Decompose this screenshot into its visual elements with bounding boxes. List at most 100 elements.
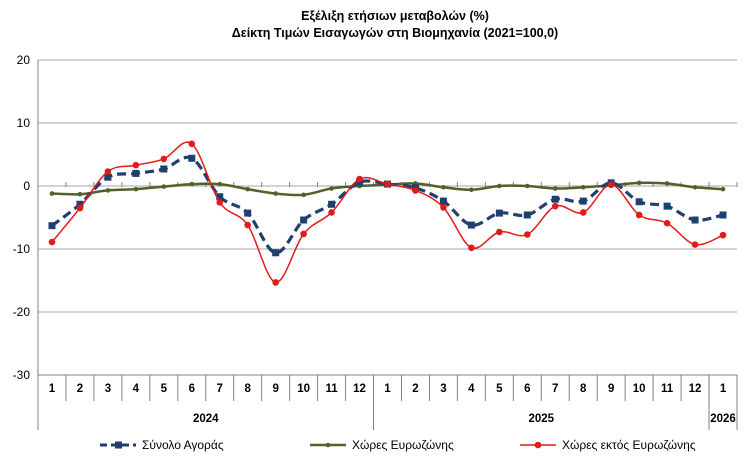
data-point (76, 200, 84, 208)
data-point (300, 230, 307, 238)
x-tick-label: 4 (133, 383, 140, 395)
data-point (663, 202, 671, 210)
data-point (329, 186, 334, 191)
data-point (692, 184, 698, 190)
legend-marker (534, 441, 542, 449)
x-tick-label: 7 (552, 383, 558, 395)
y-tick-label: -10 (13, 242, 31, 256)
data-point (244, 221, 251, 229)
year-label: 2026 (710, 413, 736, 425)
data-point (216, 193, 224, 201)
data-point (719, 211, 727, 219)
x-tick-label: 8 (580, 383, 587, 395)
data-point (607, 181, 615, 189)
data-point (48, 222, 56, 230)
data-point (635, 211, 643, 219)
data-point (188, 154, 196, 162)
x-tick-label: 2 (412, 383, 418, 395)
data-point (636, 180, 642, 186)
data-point (719, 231, 727, 239)
data-point (579, 197, 587, 205)
data-point (76, 204, 84, 212)
data-point (328, 200, 336, 208)
data-point (439, 197, 447, 205)
year-label: 2025 (528, 413, 554, 425)
data-point (161, 184, 167, 189)
legend-marker (325, 442, 331, 448)
data-point (328, 209, 335, 216)
x-tick-label: 11 (661, 383, 674, 395)
x-tick-label: 9 (272, 383, 278, 395)
x-tick-label: 6 (189, 383, 195, 395)
data-point (580, 184, 586, 190)
data-point (160, 155, 168, 163)
data-point (412, 187, 419, 194)
data-point (551, 195, 559, 203)
x-tick-label: 2 (77, 383, 83, 395)
x-tick-label: 10 (633, 383, 646, 395)
data-point (49, 191, 55, 196)
x-tick-label: 3 (440, 383, 446, 395)
x-tick-label: 4 (468, 383, 475, 395)
data-point (495, 209, 503, 217)
legend-marker (115, 441, 122, 449)
data-point (133, 186, 139, 192)
data-point (496, 228, 503, 236)
data-point (273, 191, 278, 196)
data-point (524, 231, 531, 238)
x-tick-label: 3 (105, 383, 111, 395)
data-point (663, 219, 671, 227)
x-tick-label: 7 (217, 383, 223, 395)
data-point (160, 165, 168, 173)
data-point (189, 181, 195, 187)
data-point (635, 198, 643, 206)
x-tick-label: 1 (384, 383, 391, 395)
chart-title: Εξέλιξη ετήσιων μεταβολών (%) (301, 9, 489, 23)
data-point (104, 168, 112, 175)
data-point (691, 241, 699, 248)
x-tick-label: 5 (496, 383, 503, 395)
data-point (217, 181, 223, 187)
y-tick-label: -30 (13, 368, 31, 382)
data-point (441, 184, 446, 190)
data-point (579, 209, 587, 216)
chart-subtitle: Δείκτη Τιμών Εισαγωγών στη Βιομηχανία (2… (232, 26, 558, 40)
y-tick-label: 10 (17, 116, 31, 130)
data-point (720, 186, 726, 192)
data-point (105, 188, 111, 193)
x-tick-label: 12 (353, 383, 366, 395)
data-point (468, 244, 475, 252)
y-tick-label: 20 (17, 53, 31, 67)
series-line (51, 155, 724, 255)
series-line (51, 141, 724, 284)
data-point (272, 279, 279, 286)
data-point (301, 192, 306, 198)
year-label: 2024 (193, 413, 219, 425)
data-point (132, 169, 140, 177)
data-point (77, 191, 83, 197)
data-point (552, 186, 558, 191)
x-tick-label: 1 (720, 383, 727, 395)
data-point (384, 180, 391, 188)
data-point (244, 209, 252, 217)
data-point (691, 216, 699, 224)
x-tick-label: 12 (689, 383, 702, 395)
data-point (188, 140, 196, 148)
x-tick-label: 8 (244, 383, 251, 395)
legend-label: Χώρες εκτός Ευρωζώνης (562, 438, 696, 452)
y-tick-label: -20 (13, 305, 31, 319)
data-point (664, 181, 670, 186)
x-tick-label: 5 (161, 383, 168, 395)
data-point (132, 161, 140, 169)
data-point (272, 249, 280, 257)
legend-label: Χώρες Ευρωζώνης (352, 438, 454, 452)
legend-item: Χώρες Ευρωζώνης (310, 438, 454, 452)
legend-item: Χώρες εκτός Ευρωζώνης (520, 438, 696, 452)
x-tick-label: 11 (325, 383, 338, 395)
x-tick-label: 6 (524, 383, 530, 395)
legend-label: Σύνολο Αγοράς (142, 438, 224, 452)
data-point (300, 216, 308, 224)
data-point (216, 199, 224, 206)
y-tick-label: 0 (23, 179, 30, 193)
legend-item: Σύνολο Αγοράς (100, 438, 224, 452)
